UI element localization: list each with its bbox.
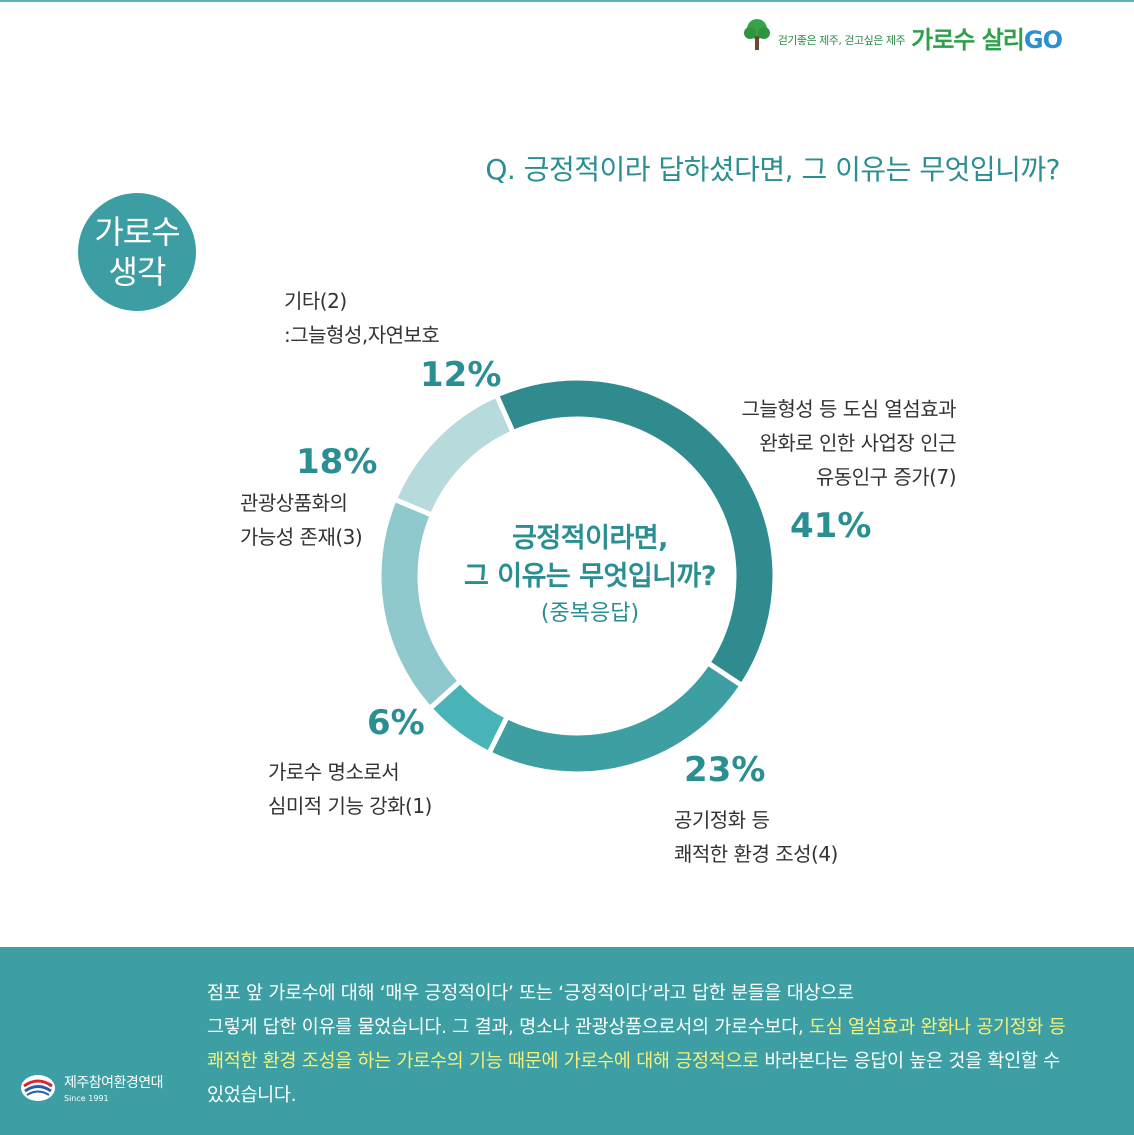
label-other-line-1: 기타(2) [284,289,347,313]
question-title: Q. 긍정적이라 답하셨다면, 그 이유는 무엇입니까? [485,153,1060,186]
center-line-3: (중복응답) [540,601,640,626]
brand-slogan: 걷기좋은 제주, 걷고싶은 제주 [777,34,906,47]
footer-summary: 점포 앞 가로수에 대해 ‘매우 긍정적이다’ 또는 ‘긍정적이다’라고 답한 … [207,977,1067,1113]
pct-other: 12% [420,355,502,395]
label-tourism: 관광상품화의 가능성 존재(3) [240,486,363,554]
footer-text-3: 바라본다는 응답이 높은 것을 확인할 수 있었습니다. [207,1051,1060,1106]
donut-slice-urban [493,375,778,690]
footer-highlight: 도심 열섬효과 완화나 공기정화 등 쾌적한 환경 조성을 하는 가로수의 기능… [207,1017,1066,1072]
brand-name-main: 가로수 살리 [911,26,1025,54]
label-landmark: 가로수 명소로서 심미적 기능 강화(1) [268,755,432,823]
top-border-line [0,0,1134,2]
pct-tourism: 18% [296,442,378,482]
tree-icon [743,19,770,50]
org-since: Since 1991 [64,1094,109,1103]
wave-logo-icon [21,1074,55,1101]
org-name: 제주참여환경연대 [64,1075,164,1091]
donut-center-text: 긍정적이라면, 그 이유는 무엇입니까? (중복응답) [430,520,750,632]
center-line-1: 긍정적이라면, [512,523,668,554]
label-tourism-line-1: 관광상품화의 [240,491,348,515]
label-air-line-2: 쾌적한 환경 조성(4) [674,842,838,866]
label-urban-line-1: 그늘형성 등 도심 열섬효과 [741,397,957,421]
label-other: 기타(2) :그늘형성,자연보호 [284,284,440,352]
footer-text-1: 점포 앞 가로수에 대해 ‘매우 긍정적이다’ 또는 ‘긍정적이다’라고 답한 … [207,983,854,1004]
pct-landmark: 6% [367,703,425,743]
badge-line-1: 가로수 [94,213,180,251]
center-line-2: 그 이유는 무엇입니까? [463,561,717,592]
pct-urban: 41% [790,506,872,546]
section-badge: 가로수 생각 [78,193,196,311]
brand-name: 가로수 살리GO [911,26,1063,54]
label-air: 공기정화 등 쾌적한 환경 조성(4) [674,803,838,871]
label-landmark-line-2: 심미적 기능 강화(1) [268,794,432,818]
label-landmark-line-1: 가로수 명소로서 [268,760,400,784]
footer-panel: 점포 앞 가로수에 대해 ‘매우 긍정적이다’ 또는 ‘긍정적이다’라고 답한 … [0,947,1134,1135]
badge-line-2: 생각 [108,253,167,291]
label-urban: 그늘형성 등 도심 열섬효과 완화로 인한 사업장 인근 유동인구 증가(7) [700,392,957,494]
donut-slice-other [391,391,517,519]
footer-text-2: 그렇게 답한 이유를 물었습니다. 그 결과, 명소나 관광상품으로서의 가로수… [207,1017,810,1038]
brand-name-go: GO [1023,26,1063,54]
label-urban-line-3: 유동인구 증가(7) [815,465,957,489]
pct-air: 23% [684,750,766,790]
label-air-line-1: 공기정화 등 [674,808,770,832]
org-logo: 제주참여환경연대 Since 1991 [20,1072,164,1103]
brand-logo: 걷기좋은 제주, 걷고싶은 제주 가로수 살리GO [742,18,1063,54]
label-tourism-line-2: 가능성 존재(3) [240,525,363,549]
label-other-line-2: :그늘형성,자연보호 [284,323,440,347]
label-urban-line-2: 완화로 인한 사업장 인근 [759,431,956,455]
